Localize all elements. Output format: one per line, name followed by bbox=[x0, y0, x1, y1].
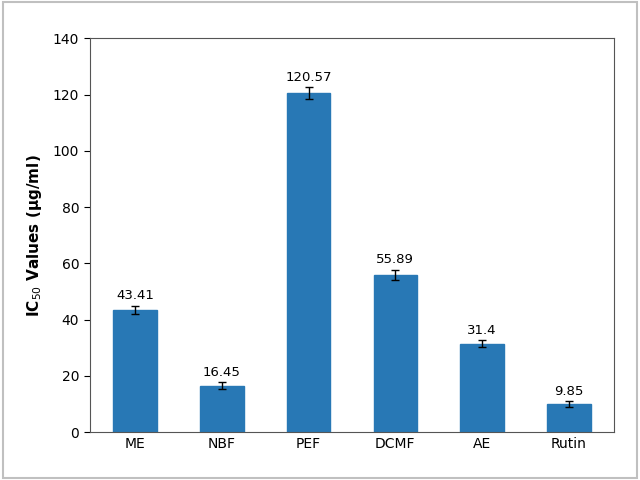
Text: 43.41: 43.41 bbox=[116, 289, 154, 302]
Y-axis label: IC$_{50}$ Values (μg/ml): IC$_{50}$ Values (μg/ml) bbox=[26, 154, 44, 316]
Bar bbox=[547, 404, 591, 432]
Text: 9.85: 9.85 bbox=[554, 385, 584, 398]
Text: 16.45: 16.45 bbox=[203, 366, 241, 379]
Bar bbox=[287, 93, 330, 432]
Bar bbox=[460, 344, 504, 432]
Text: 120.57: 120.57 bbox=[285, 71, 332, 84]
Text: 55.89: 55.89 bbox=[376, 253, 414, 266]
Bar bbox=[113, 310, 157, 432]
Text: 31.4: 31.4 bbox=[467, 324, 497, 336]
Bar bbox=[374, 275, 417, 432]
Bar bbox=[200, 386, 244, 432]
